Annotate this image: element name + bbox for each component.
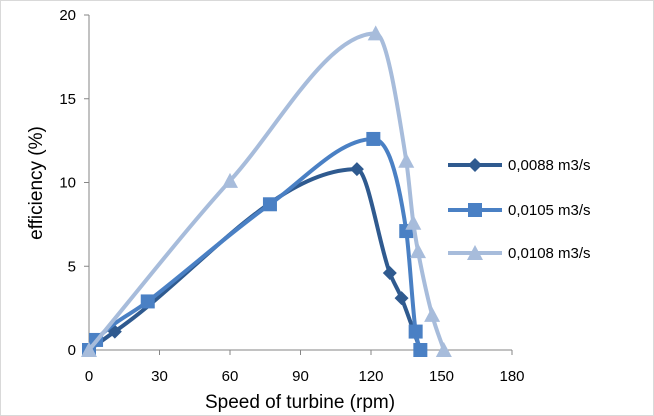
series-3-point	[410, 243, 426, 259]
x-ticks: 0 30 60 90 120 150 180	[85, 350, 525, 385]
series-1-point	[394, 291, 409, 306]
series-1-point	[382, 265, 397, 280]
series-3-point	[222, 172, 238, 188]
series-3-line	[87, 31, 446, 352]
series-2-point	[366, 131, 381, 146]
series-2-point	[408, 324, 423, 339]
y-tick-label: 5	[68, 258, 76, 275]
series-2-point	[140, 294, 155, 309]
series-3-point	[398, 152, 415, 168]
y-tick-label: 0	[68, 342, 76, 359]
series-2-point	[262, 197, 277, 212]
legend: 0,0088 m3/s 0,0105 m3/s 0,0108 m3/s	[448, 157, 591, 262]
legend-item-1: 0,0088 m3/s	[448, 157, 591, 174]
series-layer	[81, 25, 452, 357]
legend-label: 0,0108 m3/s	[508, 245, 591, 262]
series-1-point	[349, 162, 364, 177]
y-tick-label: 20	[59, 7, 76, 24]
y-tick-label: 10	[59, 175, 76, 192]
legend-item-3: 0,0108 m3/s	[448, 245, 591, 262]
x-axis-title: Speed of turbine (rpm)	[205, 392, 395, 413]
x-tick-label: 30	[151, 368, 168, 385]
x-tick-label: 150	[429, 368, 454, 385]
legend-label: 0,0088 m3/s	[508, 157, 591, 174]
x-tick-label: 180	[499, 368, 524, 385]
series-2-line	[87, 136, 423, 352]
x-tick-label: 90	[292, 368, 309, 385]
legend-label: 0,0105 m3/s	[508, 202, 591, 219]
legend-swatch-marker	[468, 203, 482, 217]
series-3-point	[367, 25, 384, 41]
x-tick-label: 60	[222, 368, 239, 385]
x-tick-label: 0	[85, 368, 93, 385]
legend-swatch-marker	[467, 245, 483, 260]
legend-item-2: 0,0105 m3/s	[448, 202, 591, 219]
series-2-point	[413, 343, 428, 357]
series-3-point	[424, 306, 441, 322]
y-axis-title: efficiency (%)	[26, 126, 47, 240]
series-3-point	[405, 214, 422, 230]
legend-swatch-marker	[468, 158, 482, 172]
series-3-point	[435, 342, 452, 357]
series-3	[81, 25, 452, 357]
y-tick-label: 15	[59, 91, 76, 108]
x-tick-label: 120	[358, 368, 383, 385]
y-ticks: 0 5 10 15 20	[59, 7, 89, 359]
series-3-point	[81, 342, 97, 357]
